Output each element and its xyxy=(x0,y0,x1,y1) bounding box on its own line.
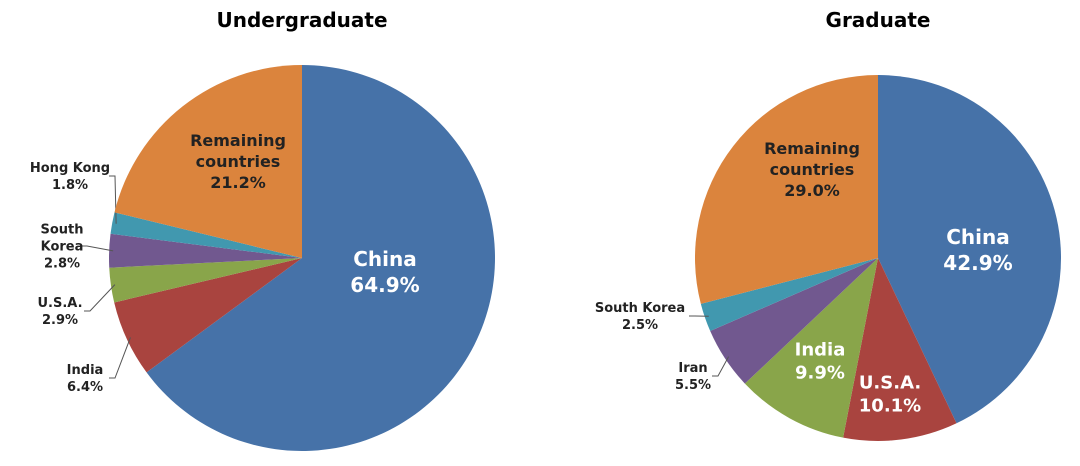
pie-slice xyxy=(114,258,302,373)
slice-label: Hong Kong 1.8% xyxy=(25,161,115,195)
slice-value: 2.8% xyxy=(43,256,81,272)
pie-slice xyxy=(114,65,303,258)
leader-line xyxy=(84,284,116,312)
pie-slice xyxy=(110,212,302,258)
slice-label: Iran 5.5% xyxy=(668,361,718,395)
pie-slice xyxy=(109,233,302,268)
slice-name: South Korea xyxy=(40,222,84,255)
slice-label: Remaining countries 21.2% xyxy=(183,131,293,193)
chart-title: Undergraduate xyxy=(216,8,388,32)
pie-slice xyxy=(695,75,878,304)
pie-slice xyxy=(700,258,878,332)
slice-label: South Korea 2.5% xyxy=(585,301,695,335)
chart-title: Graduate xyxy=(825,8,931,32)
slice-value: 2.9% xyxy=(41,313,79,328)
pie-slice xyxy=(710,258,878,384)
pie-slice xyxy=(878,75,1061,424)
slice-value: 29.0% xyxy=(784,180,840,200)
slice-label: China 64.9% xyxy=(325,246,445,298)
slice-label: India 9.9% xyxy=(785,339,855,386)
leader-line xyxy=(712,356,730,377)
slice-label: U.S.A. 10.1% xyxy=(850,372,930,419)
slice-value: 64.9% xyxy=(350,273,420,297)
pie-slice xyxy=(146,65,496,451)
slice-label: India 6.4% xyxy=(55,363,115,397)
slice-name: Remaining countries xyxy=(764,138,860,179)
leader-line xyxy=(109,337,131,379)
slice-name: India xyxy=(794,339,846,361)
slice-name: Remaining countries xyxy=(190,130,286,171)
slice-name: Iran xyxy=(678,361,708,377)
slice-name: China xyxy=(353,247,417,271)
slice-name: South Korea xyxy=(594,301,686,317)
slice-name: China xyxy=(946,225,1010,249)
slice-name: India xyxy=(66,363,104,379)
pie-slice xyxy=(843,258,957,441)
slice-name: U.S.A. xyxy=(37,296,83,312)
slice-name: U.S.A. xyxy=(858,372,922,394)
slice-label: U.S.A. 2.9% xyxy=(30,296,90,330)
slice-label: China 42.9% xyxy=(918,224,1038,276)
slice-name: Hong Kong xyxy=(29,161,111,177)
slice-value: 6.4% xyxy=(66,380,104,395)
slice-value: 5.5% xyxy=(674,378,712,393)
pie-slice xyxy=(109,258,302,303)
slice-value: 42.9% xyxy=(943,251,1013,275)
leader-line xyxy=(81,245,114,252)
slice-value: 9.9% xyxy=(795,363,845,384)
slice-label: Remaining countries 29.0% xyxy=(757,139,867,201)
slice-value: 2.5% xyxy=(621,318,659,333)
slice-value: 21.2% xyxy=(210,172,266,192)
slice-value: 10.1% xyxy=(858,396,922,417)
pie-slice xyxy=(744,258,878,438)
slice-value: 1.8% xyxy=(51,178,89,193)
slice-label: South Korea 2.8% xyxy=(37,223,87,274)
